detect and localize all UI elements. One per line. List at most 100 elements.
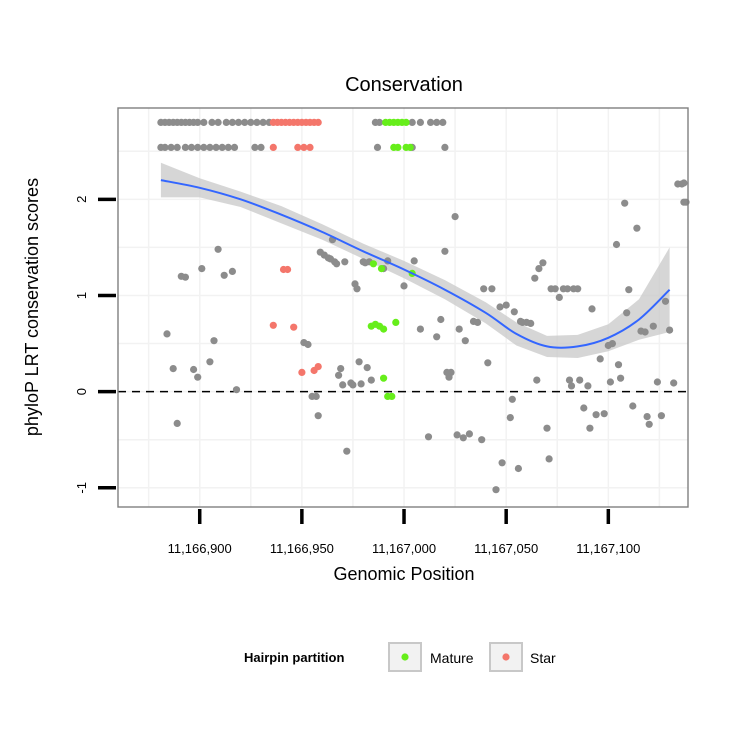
point-other [410,257,418,265]
point-other [194,143,202,151]
point-other [208,118,216,126]
point-other [612,240,621,249]
point-other [478,436,486,444]
point-mature [406,143,414,151]
point-other [555,293,563,301]
y-tick-label: 1 [74,292,89,299]
point-other [206,143,214,151]
point-other [373,143,382,151]
point-other [353,285,361,293]
point-other [181,273,189,281]
point-other [433,118,441,126]
point-other [600,410,608,418]
legend-title: Hairpin partition [244,650,344,665]
point-other [416,325,424,333]
point-mature [380,374,388,382]
legend-label-mature: Mature [430,650,474,666]
point-star [298,368,306,376]
point-other [535,265,543,273]
point-other [574,285,582,293]
point-other [214,245,222,253]
point-other [453,431,461,439]
point-other [563,285,572,293]
point-other [314,412,322,420]
point-star [290,323,298,331]
point-other [337,365,345,373]
legend-key-star [489,642,523,672]
point-other [641,328,649,336]
point-other [643,413,651,421]
point-star [269,321,277,329]
point-other [194,373,202,381]
point-other [623,309,631,317]
point-star [269,143,277,151]
point-star [306,143,314,151]
confidence-band [160,162,670,358]
point-other [459,434,467,442]
plot-panel [117,107,690,508]
point-mature [402,118,410,126]
point-mature [392,318,400,326]
point-other [349,381,357,389]
point-other [567,382,576,390]
x-tick-label: 11,166,950 [270,541,334,556]
point-other [545,455,553,463]
point-other [543,424,551,432]
point-other [441,143,449,151]
point-other [586,424,594,432]
point-other [584,382,592,390]
point-mature [369,260,377,268]
point-other [614,361,623,369]
legend: Hairpin partition Mature Star [244,642,556,672]
point-other [666,326,674,334]
x-tick-label: 11,167,050 [474,541,538,556]
point-other [588,305,596,313]
point-other [661,297,670,305]
point-other [625,286,633,294]
point-other [565,376,574,384]
point-other [304,340,312,349]
point-other [259,118,267,126]
point-other [163,330,171,338]
legend-dot-mature [401,653,409,661]
point-other [633,224,641,232]
point-other [161,143,169,151]
point-mature [377,265,386,273]
legend-label-star: Star [530,650,556,666]
point-other [484,359,492,367]
point-other [492,486,500,494]
x-tick-label: 11,167,100 [576,541,640,556]
point-other [241,118,249,126]
point-other [496,303,504,311]
point-other [433,333,441,341]
point-other [617,374,625,382]
point-other [400,282,408,290]
point-other [653,378,662,386]
point-other [502,301,510,309]
point-other [455,325,463,333]
point-other [187,143,196,151]
point-other [621,199,629,207]
point-other [508,395,516,403]
point-other [551,285,559,293]
point-other [451,213,459,221]
point-star [294,143,302,151]
point-other [608,340,617,348]
point-star [284,265,292,274]
point-other [200,118,208,126]
point-other [510,308,518,316]
point-other [212,143,220,151]
y-tick-label: 2 [74,196,89,203]
panel-border [117,107,689,508]
point-other [339,381,347,389]
point-other [210,337,218,345]
y-axis: -1 0 1 2 [74,196,116,494]
point-other [173,143,181,151]
point-other [341,258,349,266]
chart-title: Conservation [345,74,463,96]
point-other [222,118,230,126]
point-other [194,118,202,126]
point-other [447,368,455,376]
point-other [427,118,435,126]
point-other [218,143,226,151]
